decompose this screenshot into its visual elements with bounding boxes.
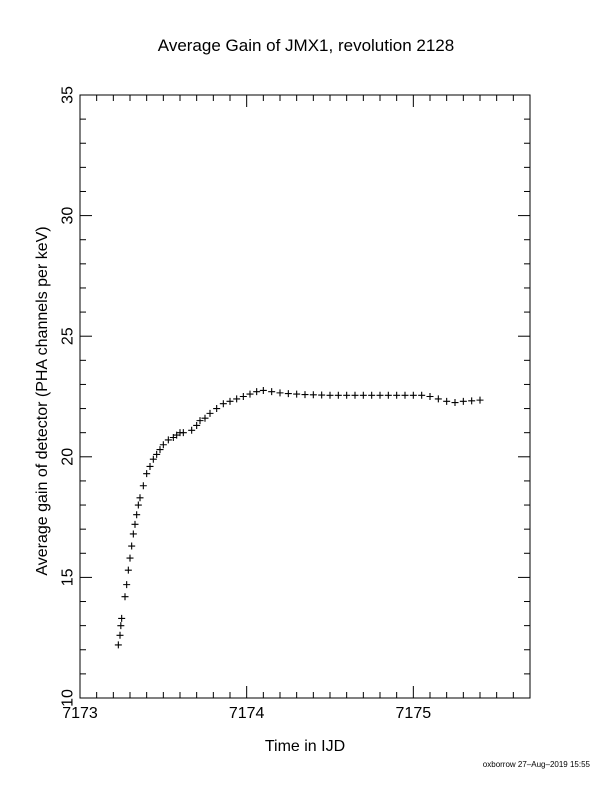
data-point [459, 397, 467, 405]
data-point [118, 614, 126, 622]
y-axis-label: Average gain of detector (PHA channels p… [34, 226, 51, 576]
data-point [188, 426, 196, 434]
data-point [434, 395, 442, 403]
data-point [468, 397, 476, 405]
data-point [196, 417, 204, 425]
data-point [128, 542, 136, 550]
data-point [123, 581, 131, 589]
data-point [124, 566, 132, 574]
data-point [476, 396, 484, 404]
data-point [153, 450, 161, 458]
y-tick-label: 15 [60, 568, 77, 586]
data-point [418, 391, 426, 399]
data-point [426, 393, 434, 400]
data-point [134, 501, 142, 509]
data-point [268, 388, 276, 396]
data-point [239, 393, 247, 400]
data-point [301, 391, 309, 399]
data-point [126, 554, 134, 562]
data-point [143, 470, 151, 478]
data-point [179, 429, 187, 437]
data-point [233, 395, 241, 403]
axis-ticks [79, 94, 531, 699]
data-point [133, 511, 141, 519]
x-tick-label: 7175 [396, 705, 432, 722]
data-point [376, 391, 384, 399]
data-point [206, 409, 214, 417]
data-point [121, 593, 129, 601]
data-point [226, 397, 234, 405]
x-tick-label: 7174 [229, 705, 265, 722]
data-point [293, 390, 301, 398]
data-point [259, 386, 267, 394]
data-point [393, 391, 401, 399]
data-point [276, 389, 284, 397]
data-point [351, 391, 359, 399]
data-point [129, 530, 137, 538]
axis-tick-labels: 10 15 20 25 30 35 7173 7174 7175 [60, 86, 432, 722]
chart-title: Average Gain of JMX1, revolution 2128 [157, 36, 455, 55]
y-tick-label: 10 [60, 689, 77, 707]
data-point [284, 390, 292, 398]
data-point [246, 390, 254, 398]
data-point [443, 397, 451, 405]
data-point [253, 388, 261, 396]
x-axis-label: Time in IJD [264, 738, 346, 755]
data-point [149, 455, 157, 463]
data-point [193, 421, 201, 429]
data-point [213, 405, 221, 413]
plot-frame [79, 94, 531, 699]
data-point [334, 391, 342, 399]
y-tick-label: 35 [60, 86, 77, 104]
data-point [451, 399, 459, 407]
data-point [326, 391, 334, 399]
data-point [117, 622, 125, 630]
data-point [146, 462, 154, 470]
y-tick-label: 20 [60, 448, 77, 466]
data-point [368, 391, 376, 399]
data-point [139, 482, 147, 490]
data-point [384, 391, 392, 399]
data-point [116, 631, 124, 639]
data-point [114, 641, 122, 649]
data-point [401, 391, 409, 399]
y-tick-label: 25 [60, 327, 77, 345]
data-point [359, 391, 367, 399]
data-point [164, 436, 172, 444]
y-tick-label: 30 [60, 207, 77, 225]
data-point [343, 391, 351, 399]
data-point [136, 494, 144, 502]
data-point [201, 414, 209, 422]
x-tick-label: 7173 [62, 705, 98, 722]
data-point [156, 446, 164, 454]
data-point [159, 441, 167, 449]
data-point [409, 391, 417, 399]
data-points [114, 386, 484, 649]
data-point [131, 520, 139, 528]
data-point [219, 400, 227, 408]
data-point [309, 391, 317, 399]
data-point [318, 391, 326, 399]
credit-line: oxborrow 27–Aug–2019 15:55 [482, 760, 590, 769]
